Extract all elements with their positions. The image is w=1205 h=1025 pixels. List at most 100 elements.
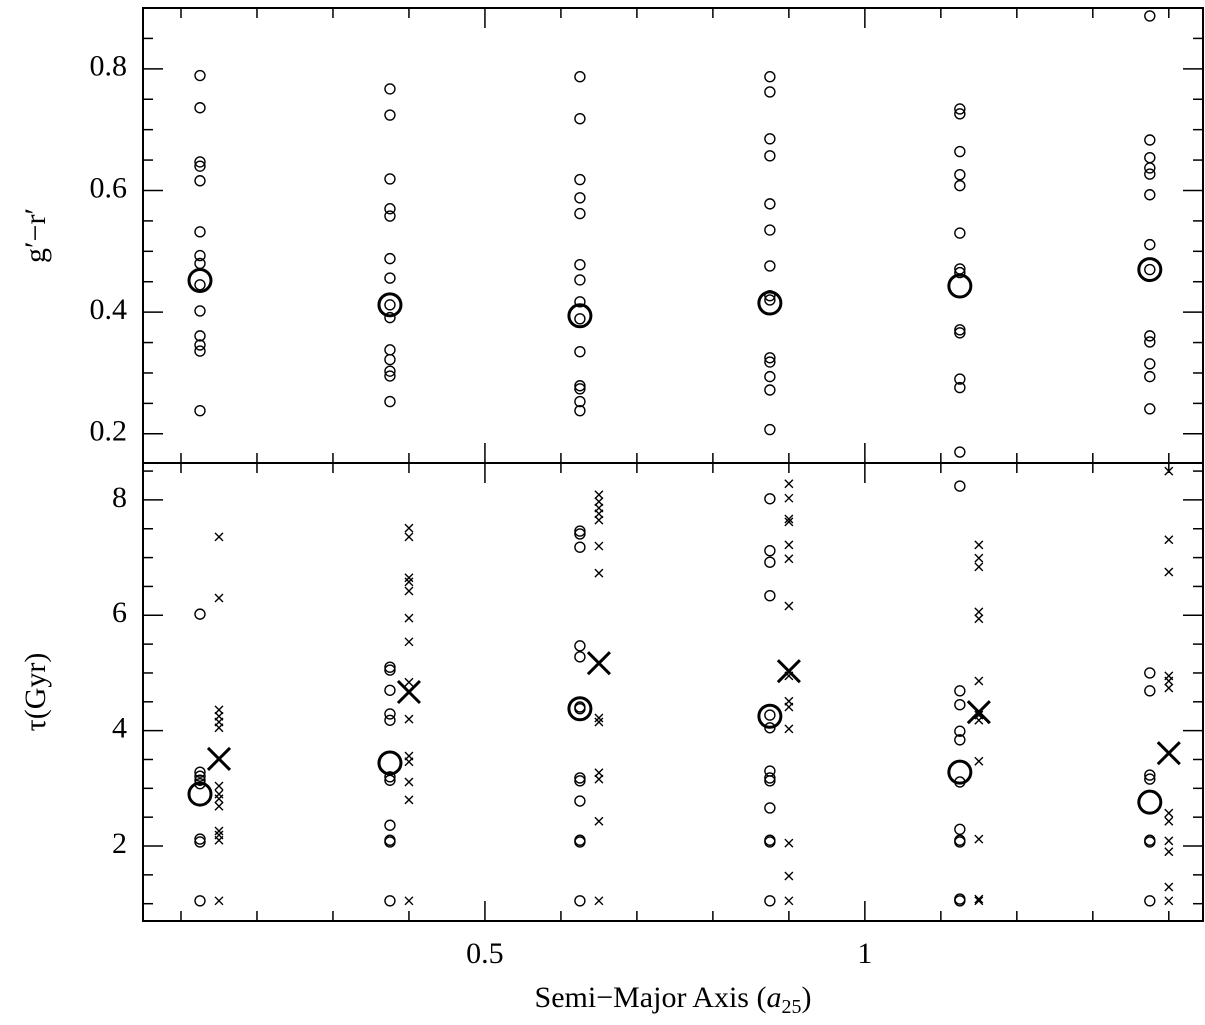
x-tick-label: 0.5 <box>466 937 504 970</box>
mean-circle <box>947 759 973 785</box>
y-tick-label: 4 <box>112 712 127 745</box>
point-cross <box>974 834 984 844</box>
point-cross <box>404 896 414 906</box>
y-tick-label: 0.6 <box>90 171 128 204</box>
point-cross <box>214 794 224 804</box>
point-circle <box>194 69 206 82</box>
point-cross <box>974 756 984 766</box>
mean-circle <box>567 303 593 329</box>
point-circle <box>764 260 776 272</box>
point-cross <box>214 801 224 811</box>
point-circle <box>954 266 966 279</box>
point-circle <box>954 480 966 492</box>
point-circle <box>574 274 586 286</box>
point-circle <box>954 108 966 120</box>
point-circle <box>954 725 966 737</box>
point-cross <box>214 826 224 836</box>
mean-cross <box>1156 741 1181 766</box>
point-circle <box>574 380 586 392</box>
point-cross <box>784 871 794 881</box>
point-circle <box>384 203 396 215</box>
point-circle <box>574 192 586 204</box>
point-cross <box>404 637 414 647</box>
point-circle <box>764 493 776 505</box>
point-circle <box>384 684 396 696</box>
point-circle <box>764 802 776 814</box>
point-cross <box>214 532 224 542</box>
point-circle <box>384 771 396 783</box>
point-cross <box>594 816 604 826</box>
point-circle <box>574 651 586 663</box>
point-circle <box>954 381 966 394</box>
point-cross <box>594 717 604 727</box>
point-circle <box>574 345 586 358</box>
point-cross <box>594 515 604 525</box>
point-circle <box>954 327 966 339</box>
point-circle <box>384 664 396 676</box>
point-cross <box>1164 567 1174 577</box>
point-circle <box>764 895 776 907</box>
point-cross <box>404 677 414 687</box>
point-circle <box>1144 10 1156 22</box>
point-cross <box>594 541 604 551</box>
point-cross <box>784 479 794 489</box>
point-circle <box>194 895 206 907</box>
point-circle <box>1144 358 1156 370</box>
point-circle <box>384 109 396 121</box>
point-cross <box>214 896 224 906</box>
x-tick-label: 1 <box>857 937 872 970</box>
point-circle <box>954 895 966 907</box>
x-label-text: Semi−Major Axis ( <box>535 981 767 1014</box>
point-circle <box>384 83 396 95</box>
point-circle <box>384 895 396 907</box>
point-circle <box>1144 168 1156 180</box>
point-circle <box>764 722 776 734</box>
point-cross <box>784 514 794 524</box>
point-circle <box>574 895 586 907</box>
point-cross <box>1164 816 1174 826</box>
point-cross <box>784 540 794 550</box>
point-circle <box>1144 895 1156 907</box>
point-circle <box>764 384 776 396</box>
point-cross <box>404 573 414 583</box>
mean-circle <box>377 292 403 318</box>
point-circle <box>764 133 776 145</box>
y-tick-label: 0.2 <box>90 415 128 448</box>
point-circle <box>1144 263 1156 276</box>
point-cross <box>404 757 414 767</box>
point-circle <box>574 525 586 537</box>
point-cross <box>404 523 414 533</box>
point-circle <box>384 365 396 377</box>
point-cross <box>404 613 414 623</box>
point-circle <box>194 305 206 317</box>
point-circle <box>764 589 776 602</box>
point-circle <box>764 71 776 83</box>
point-circle <box>384 708 396 720</box>
point-cross <box>784 896 794 906</box>
point-circle <box>384 819 396 831</box>
point-circle <box>1144 667 1156 679</box>
point-circle <box>1144 238 1156 251</box>
point-circle <box>764 775 776 787</box>
point-cross <box>974 715 984 725</box>
point-circle <box>574 395 586 408</box>
point-circle <box>764 544 776 557</box>
point-circle <box>1144 370 1156 383</box>
point-cross <box>784 702 794 712</box>
y-axis-label: τ(Gyr) <box>19 653 52 732</box>
point-circle <box>574 775 586 787</box>
point-circle <box>954 734 966 746</box>
point-circle <box>764 86 776 98</box>
point-cross <box>974 614 984 624</box>
point-circle <box>574 795 586 807</box>
point-circle <box>384 353 396 366</box>
point-cross <box>974 607 984 617</box>
point-circle <box>764 224 776 236</box>
point-circle <box>384 173 396 185</box>
point-cross <box>594 490 604 500</box>
point-circle <box>1144 134 1156 146</box>
point-circle <box>1144 189 1156 201</box>
point-circle <box>384 311 396 324</box>
point-cross <box>974 894 984 904</box>
